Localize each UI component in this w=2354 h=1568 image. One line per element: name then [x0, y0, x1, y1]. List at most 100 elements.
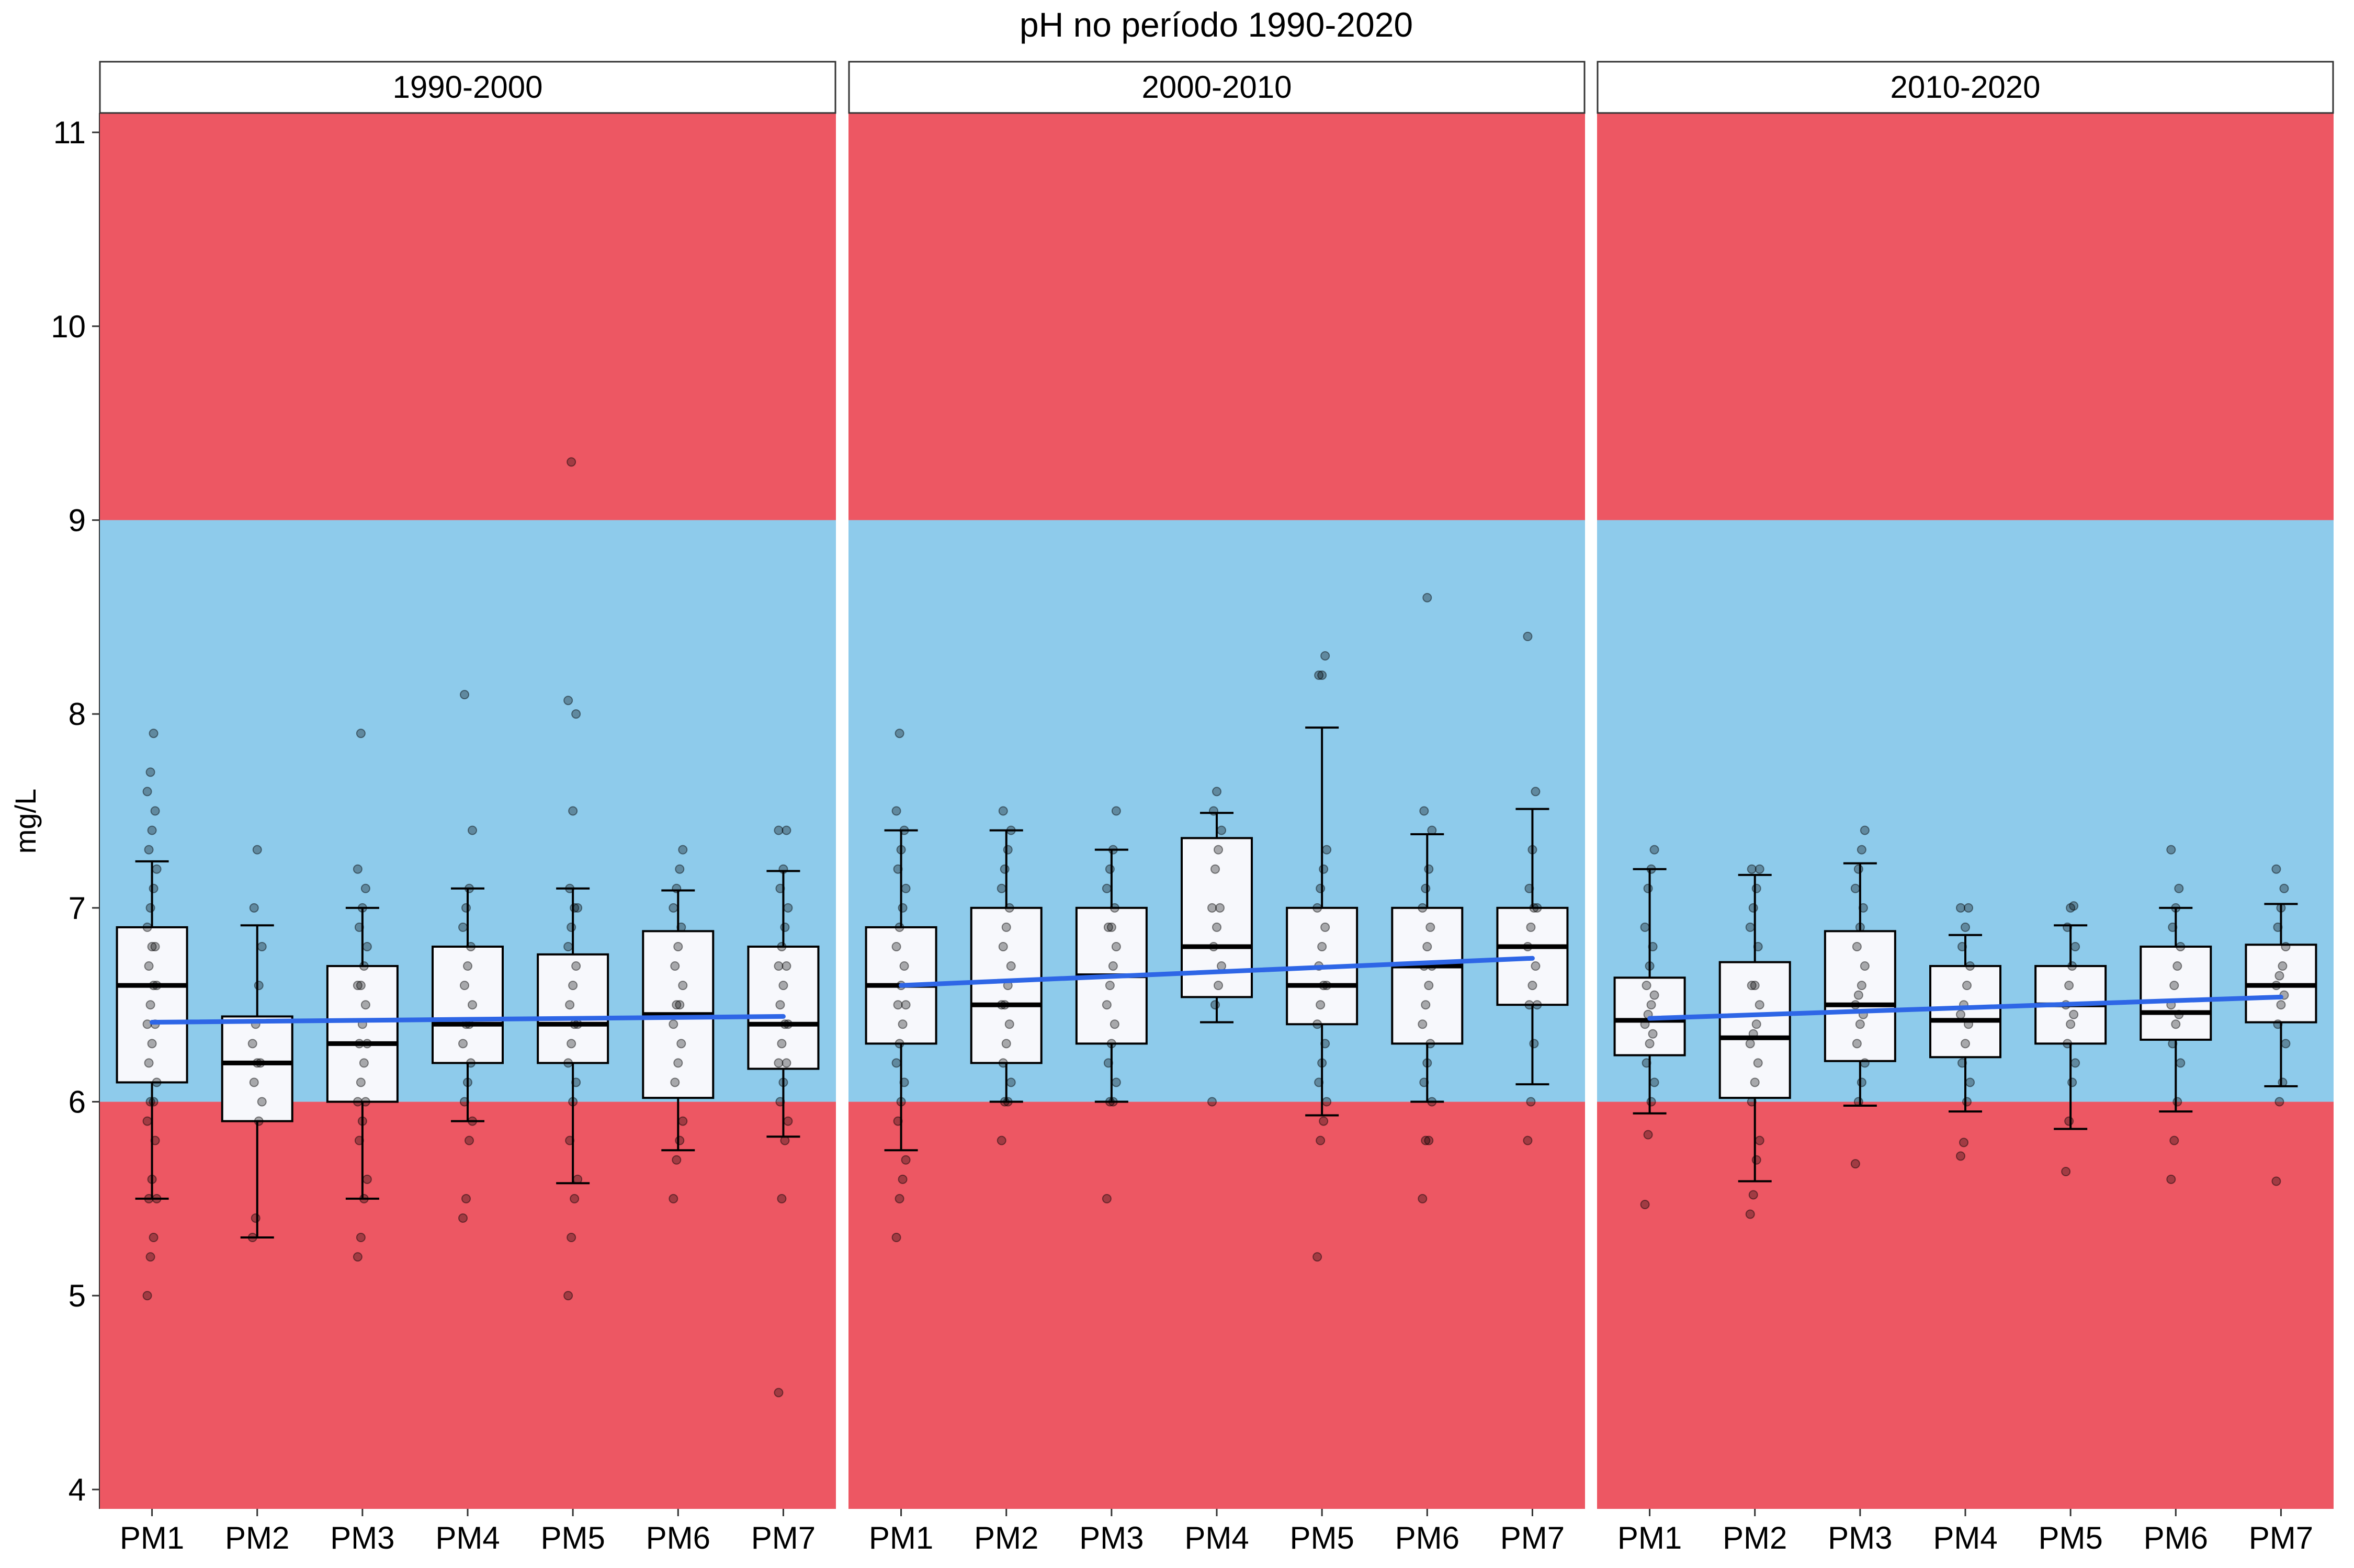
- x-tick-label: PM4: [1933, 1520, 1997, 1555]
- data-point: [777, 1194, 787, 1203]
- data-point: [895, 922, 904, 932]
- data-point: [2278, 961, 2288, 971]
- data-point: [898, 1019, 908, 1029]
- data-point: [676, 922, 686, 932]
- data-point: [144, 961, 154, 971]
- data-point: [1646, 1000, 1656, 1010]
- data-point: [1753, 1058, 1763, 1068]
- data-point: [149, 729, 159, 738]
- data-point: [775, 1097, 785, 1107]
- data-point: [672, 1155, 682, 1165]
- data-point: [2171, 903, 2181, 913]
- data-point: [1745, 1039, 1755, 1049]
- data-point: [461, 903, 471, 913]
- box-iqr: [2140, 945, 2212, 1041]
- data-point: [460, 1097, 469, 1107]
- data-point: [466, 1058, 476, 1068]
- x-tick-label: PM7: [2249, 1520, 2313, 1555]
- data-point: [1105, 1097, 1115, 1107]
- data-point: [360, 1000, 370, 1010]
- data-point: [1857, 981, 1866, 991]
- data-point: [1424, 1135, 1434, 1145]
- data-point: [1649, 990, 1659, 1000]
- data-point: [1108, 845, 1118, 855]
- data-point: [145, 903, 155, 913]
- data-point: [468, 825, 477, 835]
- data-point: [1850, 1159, 1860, 1169]
- data-point: [1419, 806, 1429, 816]
- data-point: [460, 981, 469, 991]
- data-point: [1317, 1058, 1327, 1068]
- data-point: [1419, 1077, 1429, 1087]
- box-PM1: [116, 729, 188, 1301]
- data-point: [1857, 845, 1866, 855]
- data-point: [2271, 864, 2281, 874]
- data-point: [1642, 981, 1651, 991]
- data-point: [2279, 883, 2289, 893]
- data-point: [1959, 1138, 1968, 1147]
- data-point: [783, 903, 793, 913]
- data-point: [1753, 941, 1763, 951]
- data-point: [1857, 1077, 1866, 1087]
- data-point: [2273, 1019, 2283, 1029]
- box-PM7: [2245, 864, 2317, 1186]
- data-point: [1529, 903, 1539, 913]
- data-point: [563, 1291, 573, 1301]
- facet-panels: 1990-2000 PM1 PM2 PM3 PM4 PM5 PM6 PM7 2000-2010 P…: [99, 61, 2334, 1555]
- data-point: [1852, 1039, 1862, 1049]
- data-point: [898, 903, 908, 913]
- data-point: [783, 1116, 793, 1126]
- data-point: [1424, 864, 1434, 874]
- data-point: [777, 941, 787, 951]
- box-iqr: [1391, 906, 1464, 1045]
- data-point: [1422, 593, 1432, 603]
- data-point: [2274, 1097, 2284, 1107]
- data-point: [1111, 806, 1121, 816]
- data-point: [1860, 961, 1870, 971]
- data-point: [2276, 1000, 2286, 1010]
- data-point: [1855, 922, 1865, 932]
- data-point: [1111, 941, 1121, 951]
- y-tick-label: 7: [69, 891, 86, 926]
- data-point: [144, 1194, 154, 1203]
- data-point: [2061, 1166, 2071, 1176]
- data-point: [257, 941, 267, 951]
- reference-band: [99, 113, 836, 520]
- box-iqr: [221, 1015, 293, 1122]
- x-tick-label: PM1: [1617, 1520, 1682, 1555]
- data-point: [567, 922, 576, 932]
- data-point: [669, 1194, 678, 1203]
- box-iqr: [1929, 965, 2001, 1059]
- data-point: [1110, 1019, 1119, 1029]
- data-point: [1105, 981, 1115, 991]
- data-point: [468, 1116, 477, 1126]
- data-point: [1210, 1000, 1220, 1010]
- data-point: [673, 1058, 683, 1068]
- data-point: [1316, 1135, 1326, 1145]
- reference-band: [848, 113, 1585, 520]
- data-point: [362, 1174, 372, 1184]
- data-point: [354, 922, 364, 932]
- x-tick-label: PM5: [2038, 1520, 2102, 1555]
- data-point: [1215, 903, 1225, 913]
- box-iqr: [537, 953, 609, 1064]
- data-point: [782, 1058, 791, 1068]
- data-point: [1523, 941, 1533, 951]
- data-point: [142, 1116, 152, 1126]
- data-point: [1212, 922, 1221, 932]
- y-tick-label: 11: [53, 115, 86, 150]
- data-point: [1640, 1019, 1650, 1029]
- data-point: [1217, 961, 1226, 971]
- data-point: [1640, 1200, 1650, 1210]
- data-point: [2176, 941, 2186, 951]
- data-point: [1531, 787, 1541, 797]
- data-point: [1418, 903, 1428, 913]
- data-point: [567, 1039, 576, 1049]
- data-point: [672, 1000, 682, 1010]
- data-point: [149, 883, 159, 893]
- x-tick-label: PM6: [2144, 1520, 2208, 1555]
- data-point: [1102, 883, 1112, 893]
- y-axis-label: mg/L: [9, 789, 42, 854]
- data-point: [901, 883, 911, 893]
- data-point: [675, 864, 685, 874]
